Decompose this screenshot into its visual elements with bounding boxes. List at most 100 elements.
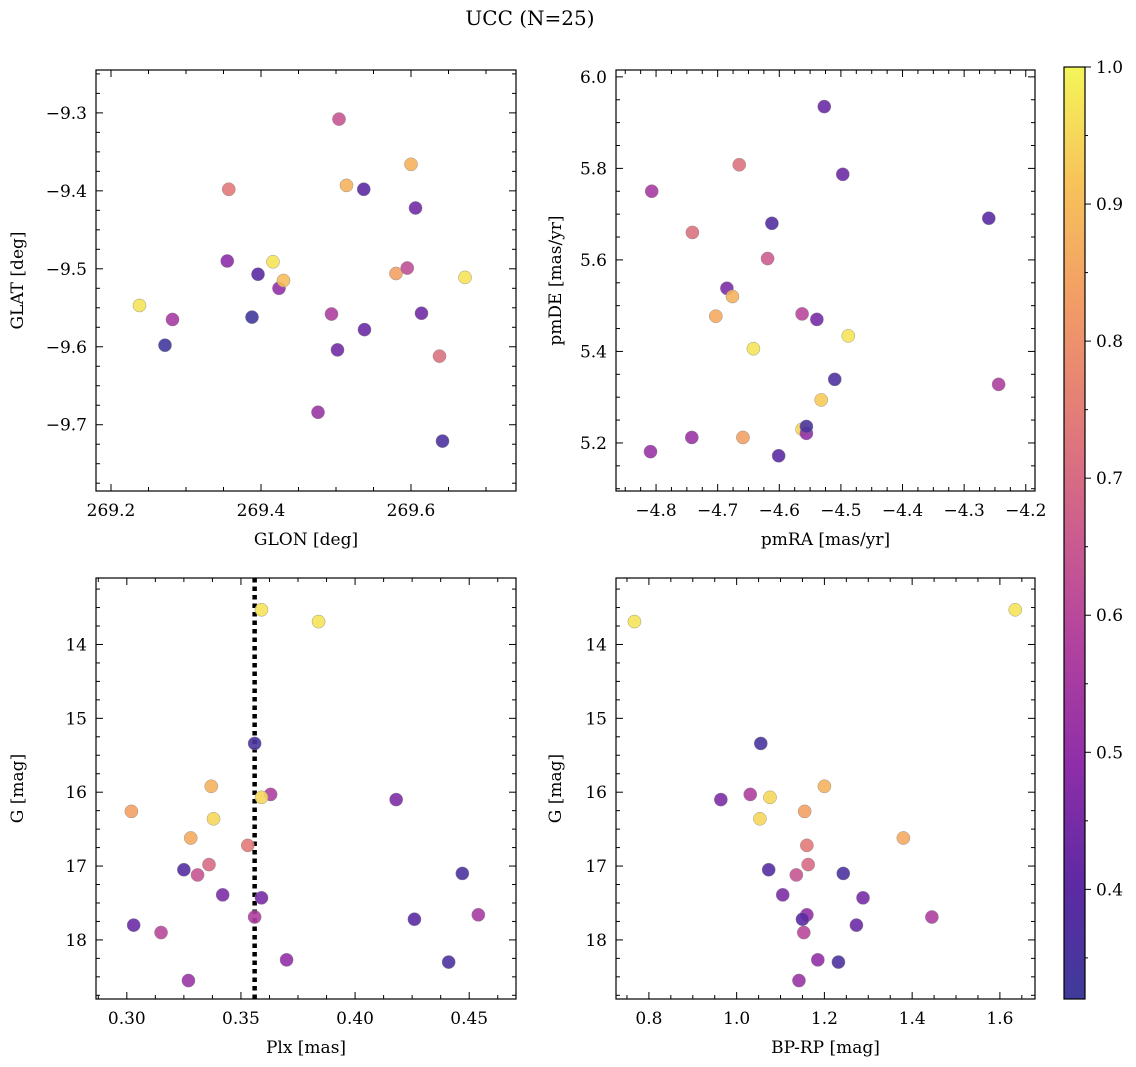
y-tick-label: 18 — [65, 931, 87, 951]
y-axis-label: GLAT [deg] — [8, 231, 28, 329]
data-point — [725, 289, 740, 304]
colorbar-tick-label: 0.7 — [1096, 469, 1123, 489]
y-tick-label: −9.5 — [46, 260, 87, 280]
data-point — [817, 779, 832, 794]
x-axis-label: BP-RP [mag] — [771, 1038, 880, 1058]
panel-2: −4.8 −4.7 −4.6 −4.5 −4.4 −4.3 −4.2 5.2 5.4 5.6 5.8… — [546, 68, 1046, 550]
y-tick-label: 14 — [585, 635, 607, 655]
data-point — [771, 448, 786, 463]
data-point — [856, 891, 870, 905]
y-axis-label: pmDE [mas/yr] — [546, 215, 566, 345]
data-point — [183, 831, 198, 845]
data-point — [814, 393, 828, 407]
data-point — [991, 377, 1006, 392]
data-point — [165, 312, 180, 327]
x-tick-label: 269.4 — [237, 501, 286, 521]
data-point — [206, 811, 221, 826]
data-point — [746, 341, 761, 356]
data-point — [743, 787, 758, 802]
data-point — [643, 444, 658, 459]
data-point — [792, 973, 806, 988]
data-point — [441, 955, 456, 969]
figure-title: UCC (N=25) — [465, 6, 595, 30]
plot-frame — [95, 69, 517, 492]
data-point — [311, 614, 326, 629]
y-axis-label: G [mag] — [8, 754, 28, 823]
y-tick-label: 5.2 — [580, 434, 607, 454]
x-tick-label: −4.4 — [882, 501, 923, 521]
x-axis-label: Plx [mas] — [266, 1038, 346, 1058]
data-point — [389, 266, 403, 281]
data-point — [714, 792, 728, 807]
y-tick-label: 16 — [65, 783, 87, 803]
data-point — [796, 925, 811, 940]
data-point — [132, 298, 147, 313]
y-tick-label: 6.0 — [580, 68, 607, 88]
data-point — [404, 157, 418, 172]
data-point — [835, 167, 850, 182]
data-point — [795, 307, 809, 321]
data-point — [761, 862, 776, 877]
data-point — [1008, 602, 1023, 617]
data-point — [455, 866, 470, 881]
data-point — [795, 912, 810, 927]
data-point — [254, 790, 269, 805]
data-point — [332, 112, 346, 126]
x-tick-label: 1.2 — [811, 1009, 838, 1029]
data-point — [684, 430, 699, 445]
colorbar-tick-label: 0.9 — [1096, 195, 1123, 215]
data-point — [432, 349, 447, 363]
data-point — [220, 254, 235, 268]
y-tick-label: 16 — [585, 783, 607, 803]
panel-1: 269.2 269.4 269.6 −9.3 −9.4 −9.5 −9.6 −9.7 GLON … — [8, 69, 517, 550]
data-point — [775, 888, 790, 902]
data-point — [817, 99, 832, 114]
data-point — [811, 953, 825, 967]
x-tick-label: 0.8 — [635, 1009, 662, 1029]
y-tick-label: 5.6 — [580, 251, 607, 271]
x-tick-label: 0.40 — [336, 1009, 374, 1029]
data-point — [408, 201, 423, 215]
data-point — [276, 273, 291, 288]
y-tick-label: 17 — [585, 857, 607, 877]
x-tick-label: 1.0 — [723, 1009, 750, 1029]
data-point — [763, 790, 777, 805]
y-tick-label: 5.8 — [580, 159, 607, 179]
data-point — [202, 857, 216, 872]
data-point — [801, 857, 815, 872]
data-point — [831, 955, 846, 969]
data-point — [435, 434, 450, 448]
x-axis-label: pmRA [mas/yr] — [761, 530, 890, 550]
y-tick-label: 5.4 — [580, 342, 607, 362]
data-point — [627, 614, 642, 629]
data-point — [181, 973, 196, 988]
data-point — [799, 419, 814, 434]
data-point — [254, 602, 269, 617]
data-point — [836, 866, 851, 881]
data-point — [177, 862, 191, 877]
data-point — [736, 430, 750, 445]
data-point — [324, 307, 339, 321]
colorbar-tick-label: 0.5 — [1096, 743, 1123, 763]
plot-frame — [95, 577, 517, 1000]
data-point — [247, 736, 262, 751]
data-point — [254, 891, 269, 905]
data-point — [251, 267, 265, 282]
panel-3: 0.30 0.35 0.40 0.45 14 15 16 17 18 Plx [mas] G [ma… — [8, 577, 517, 1058]
x-tick-label: −4.2 — [1005, 501, 1046, 521]
data-point — [685, 225, 700, 240]
data-point — [797, 804, 812, 819]
plot-frame — [615, 577, 1036, 1000]
data-point — [204, 779, 219, 794]
y-tick-label: −9.7 — [46, 416, 87, 436]
data-point — [925, 910, 939, 924]
data-point — [339, 178, 354, 193]
x-tick-label: 1.4 — [899, 1009, 926, 1029]
y-tick-label: 15 — [585, 709, 607, 729]
data-point — [311, 405, 325, 420]
x-tick-label: 269.2 — [87, 501, 136, 521]
x-tick-label: 0.45 — [450, 1009, 488, 1029]
data-point — [827, 372, 842, 387]
data-point — [247, 910, 262, 924]
